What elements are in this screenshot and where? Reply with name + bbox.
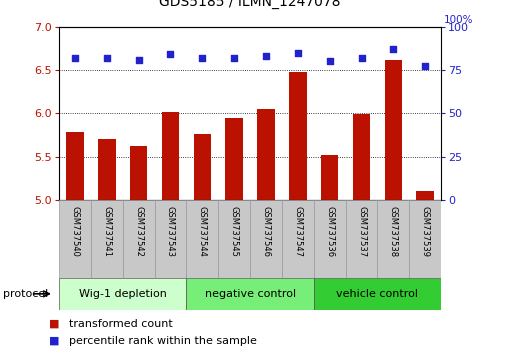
- Text: protocol: protocol: [3, 289, 48, 299]
- Bar: [321, 155, 339, 200]
- Text: GSM737537: GSM737537: [357, 206, 366, 257]
- Text: GSM737536: GSM737536: [325, 206, 334, 257]
- Bar: [417, 191, 434, 200]
- Text: GSM737544: GSM737544: [198, 206, 207, 257]
- Bar: [314, 200, 346, 278]
- Bar: [378, 200, 409, 278]
- Text: GSM737539: GSM737539: [421, 206, 430, 257]
- Text: GSM737546: GSM737546: [262, 206, 270, 257]
- Bar: [59, 200, 91, 278]
- Text: vehicle control: vehicle control: [337, 289, 419, 299]
- Point: [134, 57, 143, 62]
- Point: [166, 51, 174, 57]
- Bar: [186, 200, 218, 278]
- Bar: [314, 278, 441, 310]
- Bar: [346, 200, 378, 278]
- Bar: [130, 146, 147, 200]
- Bar: [409, 200, 441, 278]
- Bar: [250, 200, 282, 278]
- Bar: [91, 200, 123, 278]
- Text: negative control: negative control: [205, 289, 295, 299]
- Bar: [353, 114, 370, 200]
- Point: [71, 55, 79, 61]
- Bar: [193, 134, 211, 200]
- Text: percentile rank within the sample: percentile rank within the sample: [69, 336, 257, 346]
- Bar: [162, 112, 179, 200]
- Text: GSM737543: GSM737543: [166, 206, 175, 257]
- Text: GSM737542: GSM737542: [134, 206, 143, 257]
- Text: transformed count: transformed count: [69, 319, 173, 329]
- Point: [421, 64, 429, 69]
- Text: GSM737545: GSM737545: [230, 206, 239, 257]
- Text: GSM737540: GSM737540: [70, 206, 80, 257]
- Text: GSM737547: GSM737547: [293, 206, 302, 257]
- Point: [358, 55, 366, 61]
- Point: [198, 55, 206, 61]
- Bar: [66, 132, 84, 200]
- Bar: [218, 200, 250, 278]
- Bar: [154, 200, 186, 278]
- Text: GSM737541: GSM737541: [102, 206, 111, 257]
- Point: [103, 55, 111, 61]
- Bar: [123, 200, 154, 278]
- Bar: [59, 278, 186, 310]
- Point: [326, 58, 334, 64]
- Bar: [98, 139, 115, 200]
- Point: [294, 50, 302, 55]
- Text: ■: ■: [49, 336, 59, 346]
- Bar: [385, 59, 402, 200]
- Bar: [257, 109, 275, 200]
- Bar: [282, 200, 314, 278]
- Point: [262, 53, 270, 59]
- Bar: [225, 119, 243, 200]
- Bar: [289, 72, 307, 200]
- Text: ■: ■: [49, 319, 59, 329]
- Text: Wig-1 depletion: Wig-1 depletion: [79, 289, 167, 299]
- Point: [389, 46, 398, 52]
- Text: 100%: 100%: [444, 15, 473, 25]
- Point: [230, 55, 238, 61]
- Text: GSM737538: GSM737538: [389, 206, 398, 257]
- Bar: [186, 278, 314, 310]
- Text: GDS5185 / ILMN_1247078: GDS5185 / ILMN_1247078: [160, 0, 341, 9]
